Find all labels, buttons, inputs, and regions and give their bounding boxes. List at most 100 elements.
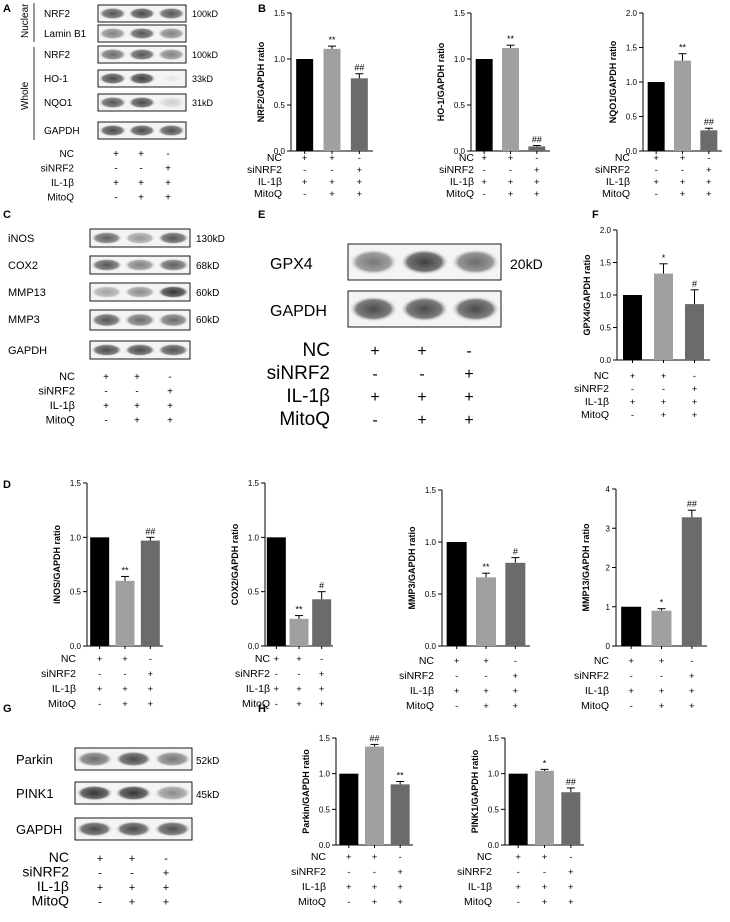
cond-sign: +: [483, 686, 489, 697]
cond-label: siNRF2: [574, 383, 609, 395]
y-axis-label: MMP13/GAPDH ratio: [581, 523, 591, 612]
significance-label: #: [692, 279, 697, 289]
panel-g-blot-1: [74, 781, 193, 805]
bar: [323, 48, 341, 151]
panel-c-cond-label: NC: [59, 371, 75, 383]
cond-sign: +: [680, 153, 686, 164]
panel-e-cond-label: NC: [303, 340, 330, 361]
bar: [266, 537, 286, 646]
y-tick-label: 0.5: [454, 101, 466, 110]
cond-sign: +: [319, 684, 325, 695]
cond-sign: -: [631, 384, 634, 395]
bar-chart-ho1: 0.00.51.01.5HO-1/GAPDH ratio**##NC + + -siN…: [436, 9, 550, 200]
band: [400, 296, 449, 322]
cond-sign: +: [319, 669, 325, 680]
y-tick-label: 1.0: [488, 770, 500, 779]
cond-label: NC: [311, 851, 327, 863]
cond-sign: +: [148, 684, 154, 695]
bar: [505, 562, 526, 646]
cond-label: siNRF2: [247, 164, 282, 176]
bar: [535, 770, 554, 845]
cond-sign: +: [659, 656, 665, 667]
cond-sign: +: [534, 189, 540, 200]
cond-label: siNRF2: [235, 668, 270, 680]
panel-g-blot-2: [74, 817, 193, 841]
y-tick-label: 0.5: [319, 805, 331, 814]
cond-sign: +: [659, 701, 665, 712]
band: [153, 751, 192, 767]
cond-sign: +: [692, 410, 698, 421]
cond-label: NC: [594, 655, 610, 667]
cond-sign: +: [513, 671, 519, 682]
y-tick-label: 1.0: [454, 55, 466, 64]
bar: [390, 784, 410, 845]
cond-sign: +: [397, 882, 403, 893]
panel-g-cond-label: siNRF2: [22, 864, 69, 880]
cond-sign: -: [483, 189, 486, 200]
significance-label: #: [319, 581, 324, 591]
cond-sign: +: [508, 153, 514, 164]
cond-sign: +: [534, 165, 540, 176]
band: [75, 785, 114, 801]
panel-a-blot-3: [97, 69, 187, 88]
panel-a-cond-sign: +: [165, 178, 171, 189]
panel-a-cond-sign: -: [139, 164, 142, 175]
cond-sign: +: [630, 371, 636, 382]
y-tick-label: 0.5: [274, 101, 286, 110]
y-axis-label: NQO1/GAPDH ratio: [608, 40, 618, 123]
panel-a-size-label: 100kD: [192, 50, 219, 60]
panel-a-blot-1: [97, 24, 187, 43]
cond-sign: +: [692, 384, 698, 395]
band: [75, 821, 114, 837]
y-tick-label: 0.0: [600, 356, 612, 365]
bar: [502, 47, 519, 151]
panel-a-cond-sign: +: [113, 178, 119, 189]
cond-sign: +: [148, 699, 154, 710]
panel-a-cond-sign: +: [165, 164, 171, 175]
panel-e-cond-sign: +: [370, 389, 379, 406]
panel-c-cond-sign: +: [134, 416, 140, 427]
cond-sign: -: [655, 189, 658, 200]
cond-sign: +: [296, 699, 302, 710]
y-axis-label: Parkin/GAPDH ratio: [301, 749, 311, 834]
bar: [651, 610, 672, 646]
panel-g-cond-label: MitoQ: [32, 893, 69, 909]
panel-e-protein-label: GPX4: [270, 256, 313, 273]
panel-a-size-label: 31kD: [192, 98, 214, 108]
cond-sign: -: [483, 165, 486, 176]
panel-g-protein-label: GAPDH: [16, 822, 62, 837]
cond-sign: +: [329, 153, 335, 164]
band: [90, 285, 123, 299]
band: [98, 7, 127, 20]
cond-sign: -: [98, 699, 101, 710]
band: [124, 258, 156, 272]
panel-g-size-label: 52kD: [196, 756, 219, 767]
band: [75, 751, 114, 767]
cond-sign: +: [513, 701, 519, 712]
y-tick-label: 1.5: [488, 734, 500, 743]
cond-sign: +: [329, 177, 335, 188]
band: [157, 124, 186, 137]
band: [157, 312, 190, 328]
cond-sign: +: [97, 654, 103, 665]
panel-a-cond-sign: +: [113, 149, 119, 160]
band: [157, 72, 186, 85]
y-tick-label: 0.5: [600, 324, 612, 333]
cond-sign: -: [275, 699, 278, 710]
cond-label: NC: [255, 653, 271, 665]
bar-chart-parkin: 0.0 0.5 1.0 1.5 Parkin/GAPDH ratio ## ** NC + + - s…: [291, 733, 413, 908]
cond-sign: +: [659, 686, 665, 697]
panel-letter-f: F: [592, 209, 599, 221]
cond-sign: +: [628, 656, 634, 667]
cond-label: NC: [594, 370, 610, 382]
y-tick-label: 0.0: [454, 147, 466, 156]
panel-e-cond-sign: -: [466, 343, 471, 360]
y-tick-label: 0.0: [626, 147, 638, 156]
cond-sign: +: [148, 669, 154, 680]
significance-label: **: [121, 565, 129, 575]
cond-label: NC: [459, 152, 475, 164]
cond-sign: +: [661, 397, 667, 408]
cond-sign: +: [508, 189, 514, 200]
cond-sign: -: [330, 165, 333, 176]
